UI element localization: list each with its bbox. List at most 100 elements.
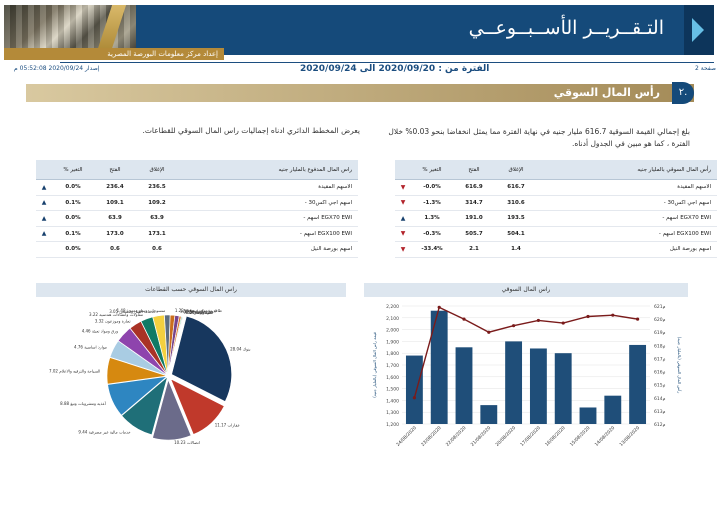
bar: [405, 355, 423, 424]
header-close: الإغلاق: [508, 166, 524, 173]
y-tick-right: 616م: [654, 370, 666, 376]
line-point: [462, 317, 466, 321]
bar: [505, 341, 523, 424]
cell-change: -33.4%: [421, 246, 443, 253]
market-cap-table: % التغير الفتح الإغلاق رأس المال السوقي …: [395, 160, 717, 258]
cell-change: 0.0%: [65, 215, 81, 222]
cell-close: 236.5: [148, 184, 166, 191]
x-tick-label: 17/08/2020: [519, 425, 542, 448]
cell-change: -0.0%: [423, 184, 441, 191]
cell-name: - اسهم اجي اكس30: [304, 199, 352, 206]
y-tick-right: 617م: [654, 356, 666, 362]
x-tick-label: 22/08/2020: [445, 425, 468, 448]
header-close: الإغلاق: [149, 166, 165, 173]
pie-slice: [171, 315, 232, 402]
y-tick-left: 2,100: [386, 316, 399, 322]
y-tick-right: 620م: [654, 317, 666, 323]
series-line: [413, 306, 638, 398]
table-row: ▲ 0.0% 236.4 236.5 الاسهم المقيدة: [36, 180, 358, 196]
y-tick-right: 612م: [654, 422, 666, 428]
section-header: رأس المال السوقي ٢.: [26, 82, 694, 104]
y-tick-right: 621م: [654, 304, 666, 310]
cell-open: 236.4: [106, 184, 124, 191]
header-open: الفتح: [468, 166, 480, 173]
cell-name: الاسهم المقيدة: [677, 184, 711, 191]
y-tick-left: 1,500: [386, 387, 399, 393]
section-title: رأس المال السوقي: [553, 86, 660, 99]
x-tick-label: 15/08/2020: [569, 425, 592, 448]
sector-pie-chart: 28.04 بنوك 11.17 عقارات 10.23 اتصالات 9.44 …: [49, 308, 250, 445]
slice-label: 1.13 ادوية وتكنولوجيا: [180, 309, 216, 314]
table-row: ▲ 0.1% 173.0 173.1 - اسهم EGX100 EWI: [36, 227, 358, 242]
slice-label: 3.05 خدمات النقل والشحن: [109, 309, 156, 314]
cell-close: 193.5: [507, 215, 525, 222]
report-period: الفترة من : 2020/09/20 الى 2020/09/24: [300, 64, 490, 74]
cell-name: - اسهم اجي اكس30: [663, 199, 711, 206]
cell-change: 1.3%: [424, 215, 440, 222]
cell-open: 505.7: [465, 230, 483, 237]
table-header: % التغير الفتح الإغلاق رأس المال السوقي …: [395, 160, 717, 180]
slice-label: 0.55 مرافق: [183, 309, 204, 314]
slice-label: 7.02 السياحة والترفيه والاعلام: [49, 368, 100, 373]
pie-slice: [167, 316, 184, 376]
line-point: [611, 313, 615, 317]
arrow-up-icon: ▲: [41, 199, 47, 207]
y-tick-left: 1,200: [386, 422, 399, 428]
table-row: ▲ 0.1% 109.1 109.2 - اسهم اجي اكس30: [36, 196, 358, 211]
bar: [430, 310, 448, 424]
slice-label: 8.88 أغذية ومشروبات وتبغ: [60, 401, 106, 406]
cell-name: اسهم بورصة النيل: [669, 246, 711, 253]
x-tick-label: 20/08/2020: [494, 425, 517, 448]
cell-close: 173.1: [148, 230, 166, 237]
bar-chart-title: راس المال السوقي: [364, 283, 688, 297]
subtitle-bar: إعداد مركز معلومات البورصة المصرية: [4, 48, 224, 60]
header-name: رأس المال السوقي بالمليار جنيه: [637, 166, 711, 173]
table-header: % التغير الفتح الإغلاق راس المال المدفوع…: [36, 160, 358, 180]
cell-close: 63.9: [150, 215, 164, 222]
y-tick-left: 1,600: [386, 375, 399, 381]
cell-close: 0.6: [152, 246, 162, 253]
divider: [60, 62, 714, 63]
y-tick-left: 2,000: [386, 328, 399, 334]
arrow-up-icon: ▲: [41, 214, 47, 222]
bar: [529, 348, 547, 424]
cell-close: 109.2: [148, 199, 166, 206]
cell-close: 310.6: [507, 199, 525, 206]
issue-date: إصدار 2020/09/24 05:52:08 م: [14, 65, 100, 72]
arrow-up-icon: ▲: [41, 230, 47, 238]
line-point: [636, 317, 640, 321]
x-tick-label: 13/08/2020: [618, 425, 641, 448]
table-row: ▲ 1.3% 191.0 193.5 - اسهم EGX70 EWI: [395, 211, 717, 227]
cell-open: 616.9: [465, 184, 483, 191]
x-tick-label: 23/08/2020: [420, 425, 443, 448]
pie-intro-paragraph: يعرض المخطط الدائري ادناه إجماليات راس ا…: [142, 126, 360, 135]
cell-open: 109.1: [106, 199, 124, 206]
line-point: [512, 324, 516, 328]
slice-label: 9.44 خدمات مالية غير مصرفية: [78, 430, 131, 435]
slice-label: 1.48 منسوجات وسلع معمرة: [117, 308, 166, 313]
slice-label: 4.76 موارد اساسية: [74, 345, 107, 350]
bar: [604, 395, 622, 424]
y-tick-right: 614م: [654, 396, 666, 402]
arrow-down-icon: ▼: [400, 183, 406, 191]
slice-label: 28.04 بنوك: [230, 347, 250, 352]
x-tick-label: 16/08/2020: [544, 425, 567, 448]
paid-capital-table: % التغير الفتح الإغلاق راس المال المدفوع…: [36, 160, 358, 258]
header-change: % التغير: [63, 166, 83, 173]
pie-slice: [121, 375, 169, 436]
slice-label: 3.32 تجارة وموزعون: [95, 318, 131, 323]
cell-name: الاسهم المقيدة: [318, 184, 352, 191]
pie-slice: [170, 378, 225, 435]
cell-close: 1.4: [511, 246, 521, 253]
arrow-up-icon: ▲: [41, 183, 47, 191]
cell-name: - اسهم EGX70 EWI: [662, 215, 711, 222]
pie-slice: [152, 379, 192, 441]
cell-name: - اسهم EGX70 EWI: [303, 215, 352, 222]
bar: [579, 407, 597, 424]
arrow-up-icon: ▲: [400, 214, 406, 222]
y-tick-left: 1,700: [386, 363, 399, 369]
slice-label: 11.17 عقارات: [215, 423, 240, 428]
line-point: [586, 314, 590, 319]
cell-close: 504.1: [507, 230, 525, 237]
